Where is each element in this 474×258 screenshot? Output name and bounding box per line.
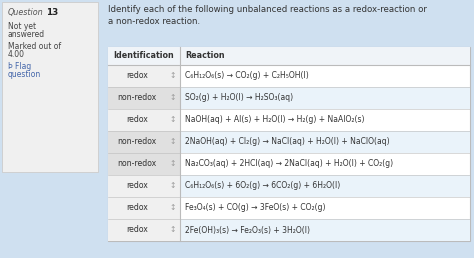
Text: 13: 13 (46, 8, 58, 17)
Text: ↕: ↕ (170, 181, 176, 190)
Bar (108, 109, 180, 131)
Bar (108, 219, 180, 241)
Text: redox: redox (126, 225, 148, 235)
Text: SO₂(g) + H₂O(l) → H₂SO₃(aq): SO₂(g) + H₂O(l) → H₂SO₃(aq) (185, 93, 293, 102)
Text: answered: answered (8, 30, 45, 39)
Text: redox: redox (126, 116, 148, 125)
Bar (108, 65, 180, 87)
Text: Marked out of: Marked out of (8, 42, 61, 51)
Text: Identification: Identification (114, 52, 174, 60)
Text: Identify each of the following unbalanced reactions as a redox-reaction or
a non: Identify each of the following unbalance… (108, 5, 427, 27)
Text: non-redox: non-redox (118, 138, 156, 147)
Text: non-redox: non-redox (118, 159, 156, 168)
Bar (2, 2, 98, 172)
Text: Na₂CO₃(aq) + 2HCl(aq) → 2NaCl(aq) + H₂O(l) + CO₂(g): Na₂CO₃(aq) + 2HCl(aq) → 2NaCl(aq) + H₂O(… (185, 159, 393, 168)
Text: 4.00: 4.00 (8, 50, 25, 59)
Bar (108, 47, 470, 65)
Text: NaOH(aq) + Al(s) + H₂O(l) → H₂(g) + NaAlO₂(s): NaOH(aq) + Al(s) + H₂O(l) → H₂(g) + NaAl… (185, 116, 365, 125)
Text: 2NaOH(aq) + Cl₂(g) → NaCl(aq) + H₂O(l) + NaClO(aq): 2NaOH(aq) + Cl₂(g) → NaCl(aq) + H₂O(l) +… (185, 138, 390, 147)
Text: redox: redox (126, 71, 148, 80)
Text: Þ Flag: Þ Flag (8, 62, 31, 71)
Text: ↕: ↕ (170, 225, 176, 235)
Bar (108, 87, 470, 109)
Text: ↕: ↕ (170, 159, 176, 168)
Bar (108, 87, 180, 109)
Text: C₆H₁₂O₆(s) + 6O₂(g) → 6CO₂(g) + 6H₂O(l): C₆H₁₂O₆(s) + 6O₂(g) → 6CO₂(g) + 6H₂O(l) (185, 181, 340, 190)
Text: C₆H₁₂O₆(s) → CO₂(g) + C₂H₅OH(l): C₆H₁₂O₆(s) → CO₂(g) + C₂H₅OH(l) (185, 71, 309, 80)
Text: non-redox: non-redox (118, 93, 156, 102)
Text: Reaction: Reaction (185, 52, 225, 60)
Text: ↕: ↕ (170, 116, 176, 125)
Bar (108, 131, 180, 153)
Text: Question: Question (8, 8, 44, 17)
Text: Fe₃O₄(s) + CO(g) → 3FeO(s) + CO₂(g): Fe₃O₄(s) + CO(g) → 3FeO(s) + CO₂(g) (185, 204, 326, 213)
Text: redox: redox (126, 181, 148, 190)
Bar (108, 175, 180, 197)
Bar (108, 175, 470, 197)
Text: 2Fe(OH)₃(s) → Fe₂O₃(s) + 3H₂O(l): 2Fe(OH)₃(s) → Fe₂O₃(s) + 3H₂O(l) (185, 225, 310, 235)
Text: ↕: ↕ (170, 138, 176, 147)
Bar (108, 219, 470, 241)
Bar (108, 197, 180, 219)
Text: ↕: ↕ (170, 93, 176, 102)
Text: ↕: ↕ (170, 204, 176, 213)
Text: question: question (8, 70, 41, 79)
Text: Not yet: Not yet (8, 22, 36, 31)
Bar (108, 153, 180, 175)
Bar (108, 131, 470, 153)
Text: ↕: ↕ (170, 71, 176, 80)
Bar (108, 47, 470, 241)
Text: redox: redox (126, 204, 148, 213)
